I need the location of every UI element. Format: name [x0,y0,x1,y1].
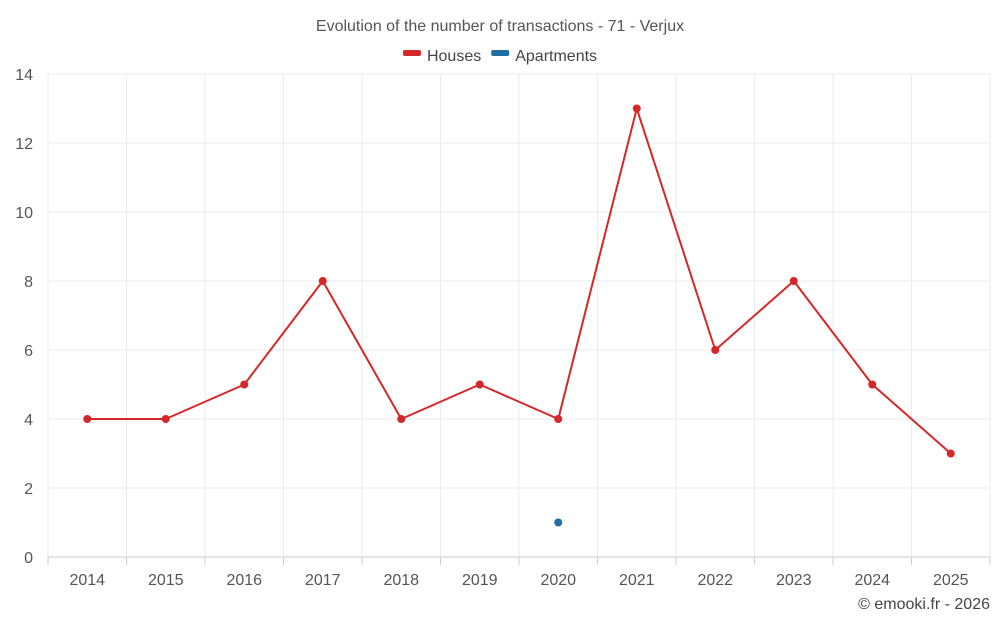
data-point [632,104,641,113]
y-tick-label: 12 [15,136,33,153]
y-tick-label: 0 [24,550,33,567]
y-tick-label: 14 [15,67,33,84]
credit-text: © emooki.fr - 2026 [858,596,990,613]
data-point [711,346,720,354]
legend-item: Houses [402,48,481,65]
x-tick-label: 2024 [854,572,890,589]
x-tick-label: 2017 [305,572,341,589]
data-point [475,380,484,389]
legend: Houses Apartments [402,48,597,65]
data-point [868,380,877,389]
y-tick-label: 4 [24,412,33,429]
legend-swatch [491,50,510,56]
grid [47,73,991,565]
x-tick-label: 2023 [776,572,812,589]
x-tick-label: 2014 [69,572,105,589]
chart-title: Evolution of the number of transactions … [316,18,684,35]
data-point [554,415,563,423]
y-tick-label: 2 [24,481,33,498]
y-tick-label: 10 [15,205,33,222]
y-tick-label: 8 [24,274,33,291]
data-point [789,277,798,285]
x-tick-label: 2021 [619,572,655,589]
legend-label: Houses [427,48,481,65]
x-tick-label: 2015 [148,572,184,589]
series-apartments [554,518,563,527]
data-point [397,415,406,423]
x-tick-label: 2022 [697,572,733,589]
series-line [87,107,952,455]
data-point [83,415,92,423]
y-tick-label: 6 [24,343,33,360]
data-point [318,277,327,285]
x-tick-label: 2019 [462,572,498,589]
series-houses [83,104,955,458]
x-tick-label: 2018 [383,572,419,589]
legend-swatch [402,50,421,56]
data-point [946,449,955,458]
series-layer [83,104,955,527]
legend-label: Apartments [515,48,597,65]
y-axis: 0 2 4 6 8 10 12 14 [15,67,33,567]
x-tick-label: 2020 [540,572,576,589]
x-axis: 2014 2015 2016 2017 2018 2019 2020 2021 2022 2023… [69,572,968,589]
legend-item: Apartments [491,48,597,65]
data-point [161,415,170,423]
data-point [240,380,249,389]
data-point [554,518,563,527]
x-tick-label: 2016 [226,572,262,589]
x-tick-label: 2025 [933,572,969,589]
